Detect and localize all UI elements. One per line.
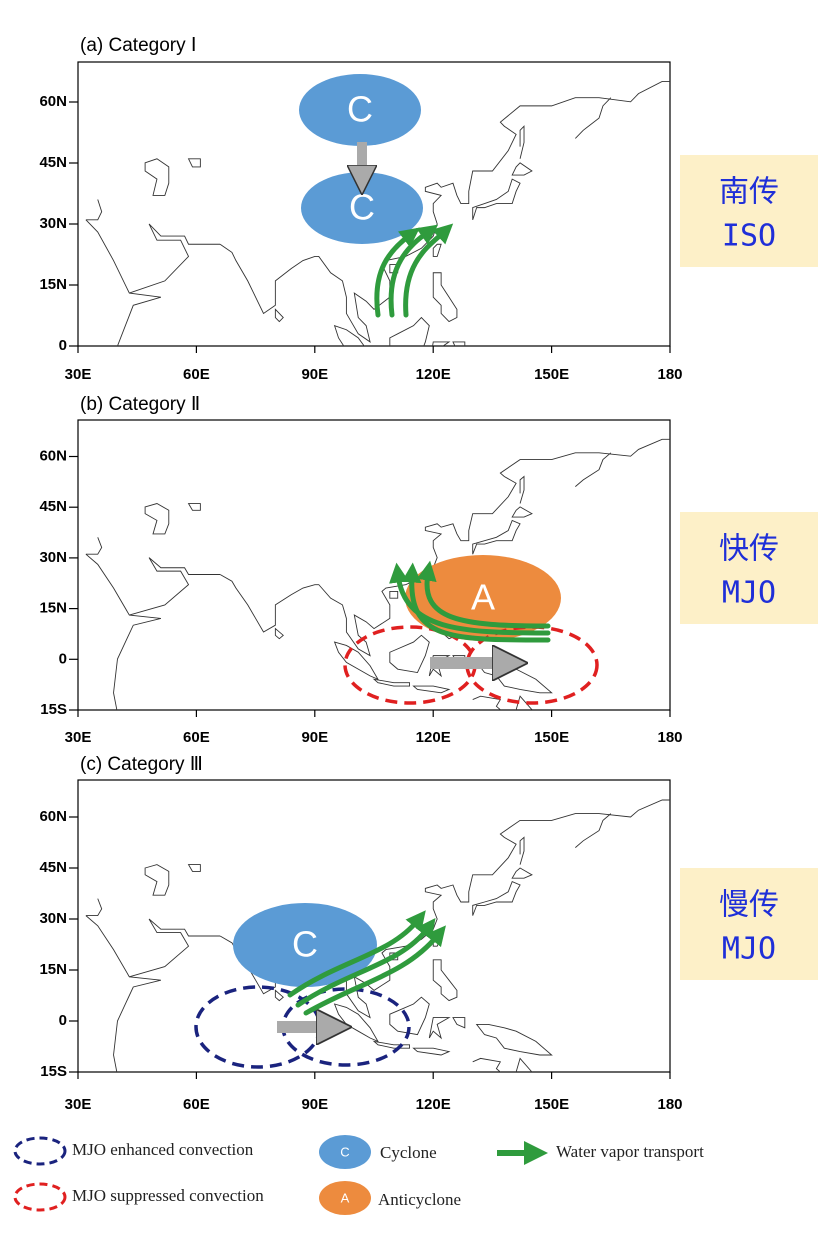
vapor-arrow bbox=[295, 918, 436, 1008]
panel-c: (c) Category Ⅲ C bbox=[77, 754, 671, 1073]
x-tick-label: 30E bbox=[65, 1096, 92, 1113]
side-box bbox=[680, 155, 818, 267]
cyclone-label: C bbox=[349, 187, 375, 228]
cyclone-label: C bbox=[292, 924, 318, 965]
vapor-arrow bbox=[389, 562, 551, 636]
x-tick-label: 180 bbox=[657, 366, 682, 383]
x-tick-label: 30E bbox=[65, 729, 92, 746]
x-tick-label: 120E bbox=[416, 729, 451, 746]
y-tick-label: 30N bbox=[39, 549, 67, 566]
y-tick-label: 15N bbox=[39, 600, 67, 617]
x-tick-label: 120E bbox=[416, 1096, 451, 1113]
panel-title: (b) Category Ⅱ bbox=[80, 394, 200, 415]
x-tick-label: 180 bbox=[657, 1096, 682, 1113]
side-box bbox=[680, 868, 818, 980]
x-tick-label: 150E bbox=[534, 729, 569, 746]
side-label: MJO bbox=[722, 576, 776, 611]
vapor-arrow bbox=[388, 224, 439, 318]
y-tick-label: 15S bbox=[40, 1063, 67, 1080]
y-tick-label: 0 bbox=[59, 650, 67, 667]
y-tick-label: 15N bbox=[39, 276, 67, 293]
legend: MJO enhanced convection MJO suppressed c… bbox=[13, 1135, 704, 1215]
side-label: 慢传 bbox=[719, 888, 779, 923]
legend-label: Water vapor transport bbox=[556, 1142, 704, 1161]
legend-enhanced-icon bbox=[13, 1136, 67, 1166]
y-tick-label: 45N bbox=[39, 154, 67, 171]
x-tick-label: 150E bbox=[534, 1096, 569, 1113]
suppressed-convection bbox=[465, 625, 599, 705]
map-frame bbox=[77, 779, 671, 1073]
side-label: 快传 bbox=[719, 532, 779, 567]
legend-cyclone-icon bbox=[319, 1135, 371, 1169]
cyclone bbox=[299, 74, 421, 146]
map-frame bbox=[77, 419, 671, 711]
x-tick-label: 90E bbox=[301, 1096, 328, 1113]
legend-symbol: A bbox=[341, 1190, 350, 1205]
y-tick-label: 45N bbox=[39, 498, 67, 515]
vapor-arrow bbox=[401, 562, 551, 643]
x-tick-label: 60E bbox=[183, 1096, 210, 1113]
y-tick-label: 60N bbox=[39, 447, 67, 464]
legend-label: MJO enhanced convection bbox=[72, 1140, 254, 1159]
y-tick-label: 30N bbox=[39, 215, 67, 232]
cyclone-label: C bbox=[347, 89, 373, 130]
y-tick-label: 45N bbox=[39, 859, 67, 876]
cyclone bbox=[301, 172, 423, 244]
side-boxes: 南传 ISO 快传 MJO 慢传 MJO bbox=[680, 155, 818, 980]
legend-label: Anticyclone bbox=[378, 1190, 461, 1209]
x-tick-label: 120E bbox=[416, 366, 451, 383]
vapor-arrow bbox=[303, 925, 446, 1016]
panel-title: (a) Category Ⅰ bbox=[80, 35, 196, 56]
x-tick-label: 90E bbox=[301, 729, 328, 746]
panel-a: (a) Category Ⅰ C C bbox=[77, 35, 671, 347]
legend-suppressed-icon bbox=[13, 1182, 67, 1212]
legend-label: Cyclone bbox=[380, 1143, 437, 1162]
y-tick-label: 15N bbox=[39, 961, 67, 978]
y-tick-label: 60N bbox=[39, 808, 67, 825]
legend-anticyclone-icon bbox=[319, 1181, 371, 1215]
side-label: ISO bbox=[722, 219, 776, 254]
x-tick-label: 150E bbox=[534, 366, 569, 383]
legend-symbol: C bbox=[340, 1144, 349, 1159]
x-tick-label: 180 bbox=[657, 729, 682, 746]
side-label: 南传 bbox=[719, 175, 779, 210]
vapor-arrow bbox=[374, 227, 420, 318]
panel-b: (b) Category Ⅱ A bbox=[77, 394, 671, 711]
y-tick-label: 60N bbox=[39, 93, 67, 110]
anticyclone bbox=[405, 555, 561, 641]
side-label: MJO bbox=[722, 932, 776, 967]
y-tick-label: 15S bbox=[40, 701, 67, 718]
x-tick-label: 30E bbox=[65, 366, 92, 383]
x-tick-label: 90E bbox=[301, 366, 328, 383]
y-tick-label: 0 bbox=[59, 337, 67, 354]
anticyclone-label: A bbox=[471, 577, 495, 618]
side-box bbox=[680, 512, 818, 624]
panel-title: (c) Category Ⅲ bbox=[80, 754, 203, 775]
y-tick-label: 30N bbox=[39, 910, 67, 927]
y-tick-label: 0 bbox=[59, 1012, 67, 1029]
x-tick-label: 60E bbox=[183, 729, 210, 746]
vapor-arrow bbox=[403, 223, 454, 318]
vapor-arrow bbox=[416, 560, 551, 629]
legend-label: MJO suppressed convection bbox=[72, 1186, 264, 1205]
vapor-arrow bbox=[287, 910, 426, 998]
x-tick-label: 60E bbox=[183, 366, 210, 383]
